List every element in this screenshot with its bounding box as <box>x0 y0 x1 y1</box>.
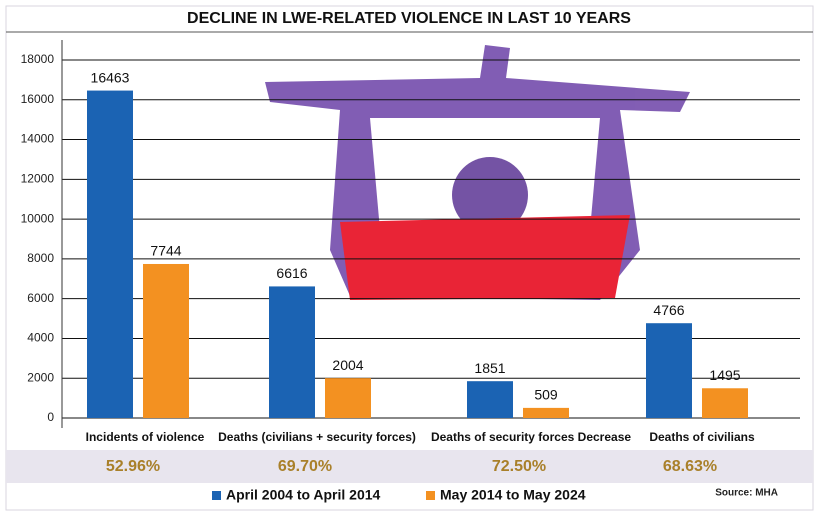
value-label: 6616 <box>276 265 307 281</box>
percent-band <box>6 450 813 483</box>
y-tick-label: 6000 <box>27 291 54 305</box>
bar <box>523 407 569 418</box>
y-tick-label: 8000 <box>27 251 54 265</box>
bar <box>325 378 371 418</box>
bar <box>87 90 133 419</box>
chart-title: DECLINE IN LWE-RELATED VIOLENCE IN LAST … <box>187 10 631 27</box>
value-label: 1495 <box>709 367 740 383</box>
value-label: 509 <box>534 387 558 403</box>
bar <box>143 263 189 418</box>
y-tick-label: 10000 <box>21 211 55 225</box>
decline-percent: 72.50% <box>492 458 546 475</box>
legend-label: May 2014 to May 2024 <box>440 487 586 503</box>
legend-swatch <box>426 491 435 500</box>
decline-percent: 52.96% <box>106 458 160 475</box>
bar <box>269 286 315 418</box>
value-label: 4766 <box>653 302 684 318</box>
value-label: 2004 <box>332 357 363 373</box>
y-tick-label: 12000 <box>21 172 55 186</box>
bar <box>646 323 692 418</box>
value-label: 7744 <box>150 243 181 259</box>
plot: 0 2000 4000 6000 8000 10000 12000 14000 16000 180… <box>21 40 800 503</box>
x-tick-label: Incidents of violence <box>86 430 205 444</box>
illustration <box>265 45 690 300</box>
y-tick-label: 16000 <box>21 92 55 106</box>
x-tick-label: Deaths of civilians <box>649 430 755 444</box>
decline-percent: 69.70% <box>278 458 332 475</box>
y-tick-label: 18000 <box>21 52 55 66</box>
y-tick-label: 2000 <box>27 370 54 384</box>
x-tick-label: Deaths of security forces Decrease <box>431 430 631 444</box>
legend-swatch <box>212 491 221 500</box>
bar <box>702 388 748 418</box>
y-tick-label: 0 <box>47 410 54 424</box>
value-label: 1851 <box>474 360 505 376</box>
frame <box>5 5 814 511</box>
y-tick-label: 4000 <box>27 331 54 345</box>
source-note: Source: MHA <box>715 488 778 499</box>
bar <box>467 381 513 418</box>
value-label: 16463 <box>91 69 130 85</box>
x-tick-label: Deaths (civilians + security forces) <box>218 430 416 444</box>
decline-percent: 68.63% <box>663 458 717 475</box>
y-tick-label: 14000 <box>21 132 55 146</box>
legend-label: April 2004 to April 2014 <box>226 487 381 503</box>
